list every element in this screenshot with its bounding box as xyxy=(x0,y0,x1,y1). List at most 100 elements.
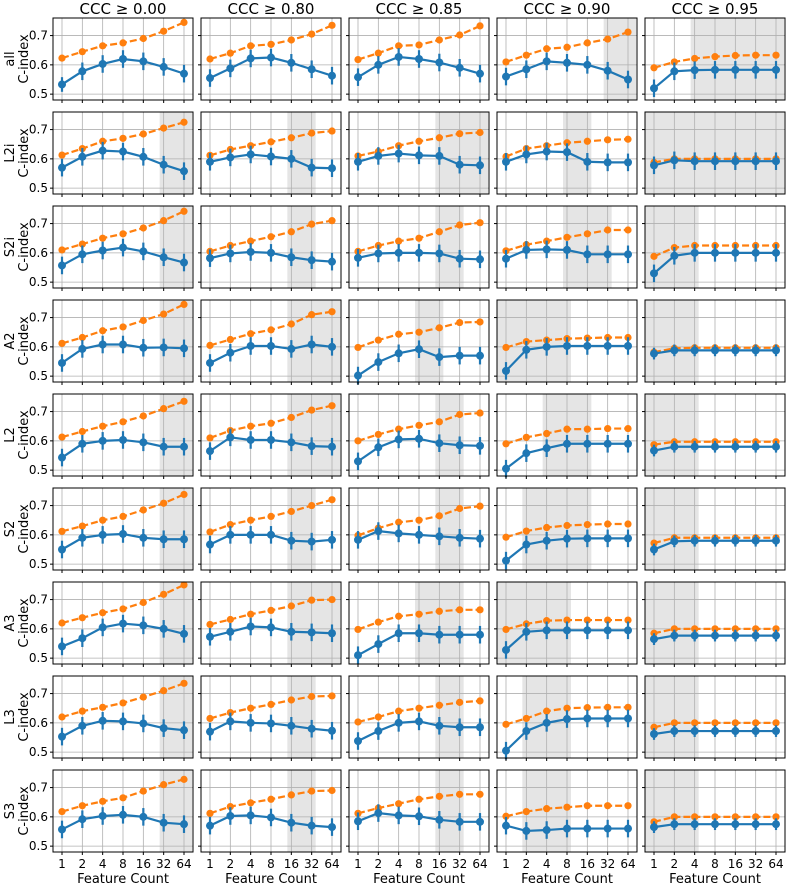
x-tick-label: 32 xyxy=(452,857,467,871)
point-train xyxy=(543,523,551,532)
point-train xyxy=(328,127,336,135)
point-test xyxy=(58,453,66,462)
point-test xyxy=(119,529,127,538)
point-test xyxy=(455,160,464,169)
panel: 0.5 0.6 0.7 xyxy=(29,205,194,291)
x-tick-label: 4 xyxy=(543,857,551,871)
point-train xyxy=(691,719,699,727)
point-train xyxy=(99,42,107,50)
panel xyxy=(198,299,342,385)
point-test xyxy=(563,148,571,157)
y-axis-label: C-index xyxy=(17,128,32,178)
point-test xyxy=(670,251,679,260)
panel xyxy=(642,675,786,761)
point-test xyxy=(159,724,168,733)
point-train xyxy=(139,224,147,232)
point-test xyxy=(502,464,510,473)
panel xyxy=(642,581,786,667)
point-test xyxy=(542,57,551,66)
point-train xyxy=(354,718,362,726)
x-tick-label: 32 xyxy=(748,857,763,871)
column-title: CCC ≥ 0.95 xyxy=(672,0,759,18)
y-tick-label: 0.6 xyxy=(29,434,48,448)
point-test xyxy=(78,815,87,824)
point-test xyxy=(78,533,87,542)
point-train xyxy=(180,581,188,589)
point-train xyxy=(435,36,443,44)
point-train xyxy=(415,795,423,803)
column-title: CCC ≥ 0.80 xyxy=(228,0,315,18)
point-test xyxy=(476,255,484,264)
point-train xyxy=(78,48,86,56)
point-train xyxy=(328,496,336,504)
point-test xyxy=(435,630,444,639)
point-test xyxy=(394,811,403,820)
shaded-region xyxy=(435,112,488,194)
x-tick-label: 64 xyxy=(176,857,191,871)
panel xyxy=(346,111,490,197)
point-test xyxy=(267,248,275,257)
point-test xyxy=(58,642,66,651)
point-train xyxy=(287,36,295,44)
point-train xyxy=(99,703,107,711)
point-test xyxy=(690,727,699,736)
point-test xyxy=(731,248,740,257)
point-test xyxy=(624,824,632,833)
point-train xyxy=(374,618,382,626)
point-test xyxy=(563,626,571,635)
point-test xyxy=(455,63,464,72)
point-train xyxy=(374,713,382,721)
point-test xyxy=(435,353,444,362)
point-train xyxy=(456,410,464,419)
point-test xyxy=(772,65,780,74)
x-tick-label: 2 xyxy=(523,857,531,871)
y-tick-label: 0.6 xyxy=(29,340,48,354)
point-test xyxy=(435,249,444,258)
point-test xyxy=(415,629,423,638)
point-train xyxy=(247,610,255,618)
point-train xyxy=(267,40,275,48)
point-train xyxy=(522,527,530,535)
panel xyxy=(642,111,786,197)
point-train xyxy=(543,45,551,53)
point-test xyxy=(502,254,510,263)
point-test xyxy=(772,820,780,829)
point-train xyxy=(206,434,214,442)
point-train xyxy=(435,228,443,236)
point-train xyxy=(267,138,275,146)
point-test xyxy=(267,152,275,161)
point-train xyxy=(670,719,678,727)
point-test xyxy=(374,60,383,69)
point-test xyxy=(139,247,148,256)
point-test xyxy=(287,536,296,545)
panel xyxy=(346,393,490,479)
point-test xyxy=(624,341,632,350)
point-train xyxy=(563,616,571,624)
point-test xyxy=(307,163,316,172)
point-test xyxy=(354,371,362,380)
point-train xyxy=(119,230,127,238)
panel xyxy=(198,581,342,667)
point-train xyxy=(308,501,316,510)
point-train xyxy=(160,499,168,507)
point-train xyxy=(456,221,464,229)
point-train xyxy=(543,617,551,625)
point-train xyxy=(752,813,760,821)
point-test xyxy=(206,254,214,263)
point-test xyxy=(159,160,168,169)
point-test xyxy=(159,253,168,262)
point-test xyxy=(139,533,148,542)
panel: 0.5 0.6 0.7 1 2 4 8 16 32 64 Feature Count xyxy=(29,769,194,887)
point-train xyxy=(624,520,632,528)
point-test xyxy=(603,626,612,635)
point-train xyxy=(731,813,739,821)
x-tick-label: 64 xyxy=(324,857,339,871)
point-train xyxy=(374,336,382,344)
point-test xyxy=(287,344,296,353)
point-test xyxy=(354,817,362,826)
point-test xyxy=(542,147,551,156)
point-train xyxy=(650,64,658,72)
point-test xyxy=(287,721,296,730)
point-test xyxy=(180,258,188,267)
point-train xyxy=(395,707,403,715)
